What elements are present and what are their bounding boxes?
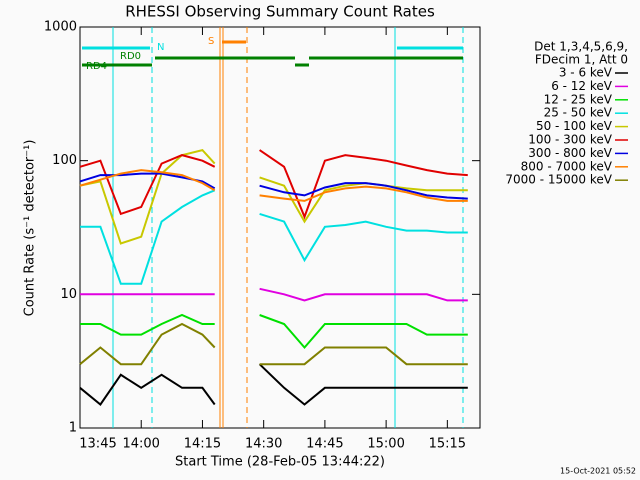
series-line xyxy=(80,313,468,350)
y-axis-label: Count Rate (s⁻¹ detector⁻¹) xyxy=(23,140,38,317)
chart-title: RHESSI Observing Summary Count Rates xyxy=(125,3,435,21)
legend-header: Det 1,3,4,5,6,9, xyxy=(534,40,628,54)
annotation: S xyxy=(208,36,214,47)
legend-label: 7000 - 15000 keV xyxy=(505,173,612,187)
legend-label: 25 - 50 keV xyxy=(544,106,613,120)
annotation: N xyxy=(157,42,164,53)
markers xyxy=(82,27,464,428)
legend-label: 300 - 800 keV xyxy=(528,146,612,160)
legend-header: FDecim 1, Att 0 xyxy=(535,53,628,67)
series-line xyxy=(79,363,468,406)
x-tick-label: 15:15 xyxy=(429,437,466,452)
y-tick-label: 1 xyxy=(69,421,77,436)
legend-label: 100 - 300 keV xyxy=(528,133,612,147)
x-tick-label: 15:00 xyxy=(367,437,404,452)
series-line xyxy=(79,169,468,202)
y-tick-label: 1000 xyxy=(44,20,77,35)
y-tick-label: 100 xyxy=(52,153,77,168)
legend-label: 800 - 7000 keV xyxy=(521,159,613,173)
x-tick-label: 13:45 xyxy=(79,437,116,452)
x-tick-label: 14:30 xyxy=(245,437,282,452)
x-tick-label: 14:45 xyxy=(306,437,343,452)
x-tick-label: 14:00 xyxy=(122,437,159,452)
series-line xyxy=(80,189,468,285)
annotation: RD0 xyxy=(120,51,141,62)
legend-label: 12 - 25 keV xyxy=(544,92,613,106)
x-axis-label: Start Time (28-Feb-05 13:44:22) xyxy=(175,455,385,470)
legend-label: 3 - 6 keV xyxy=(559,66,613,80)
legend-label: 50 - 100 keV xyxy=(536,119,613,133)
series-line xyxy=(79,322,468,366)
legend-label: 6 - 12 keV xyxy=(551,79,613,93)
footer: 15-Oct-2021 05:52 xyxy=(560,467,636,476)
y-tick-label: 10 xyxy=(60,287,77,302)
annotation: RD4 xyxy=(86,61,107,72)
series-line xyxy=(80,287,468,302)
x-tick-label: 14:15 xyxy=(184,437,221,452)
